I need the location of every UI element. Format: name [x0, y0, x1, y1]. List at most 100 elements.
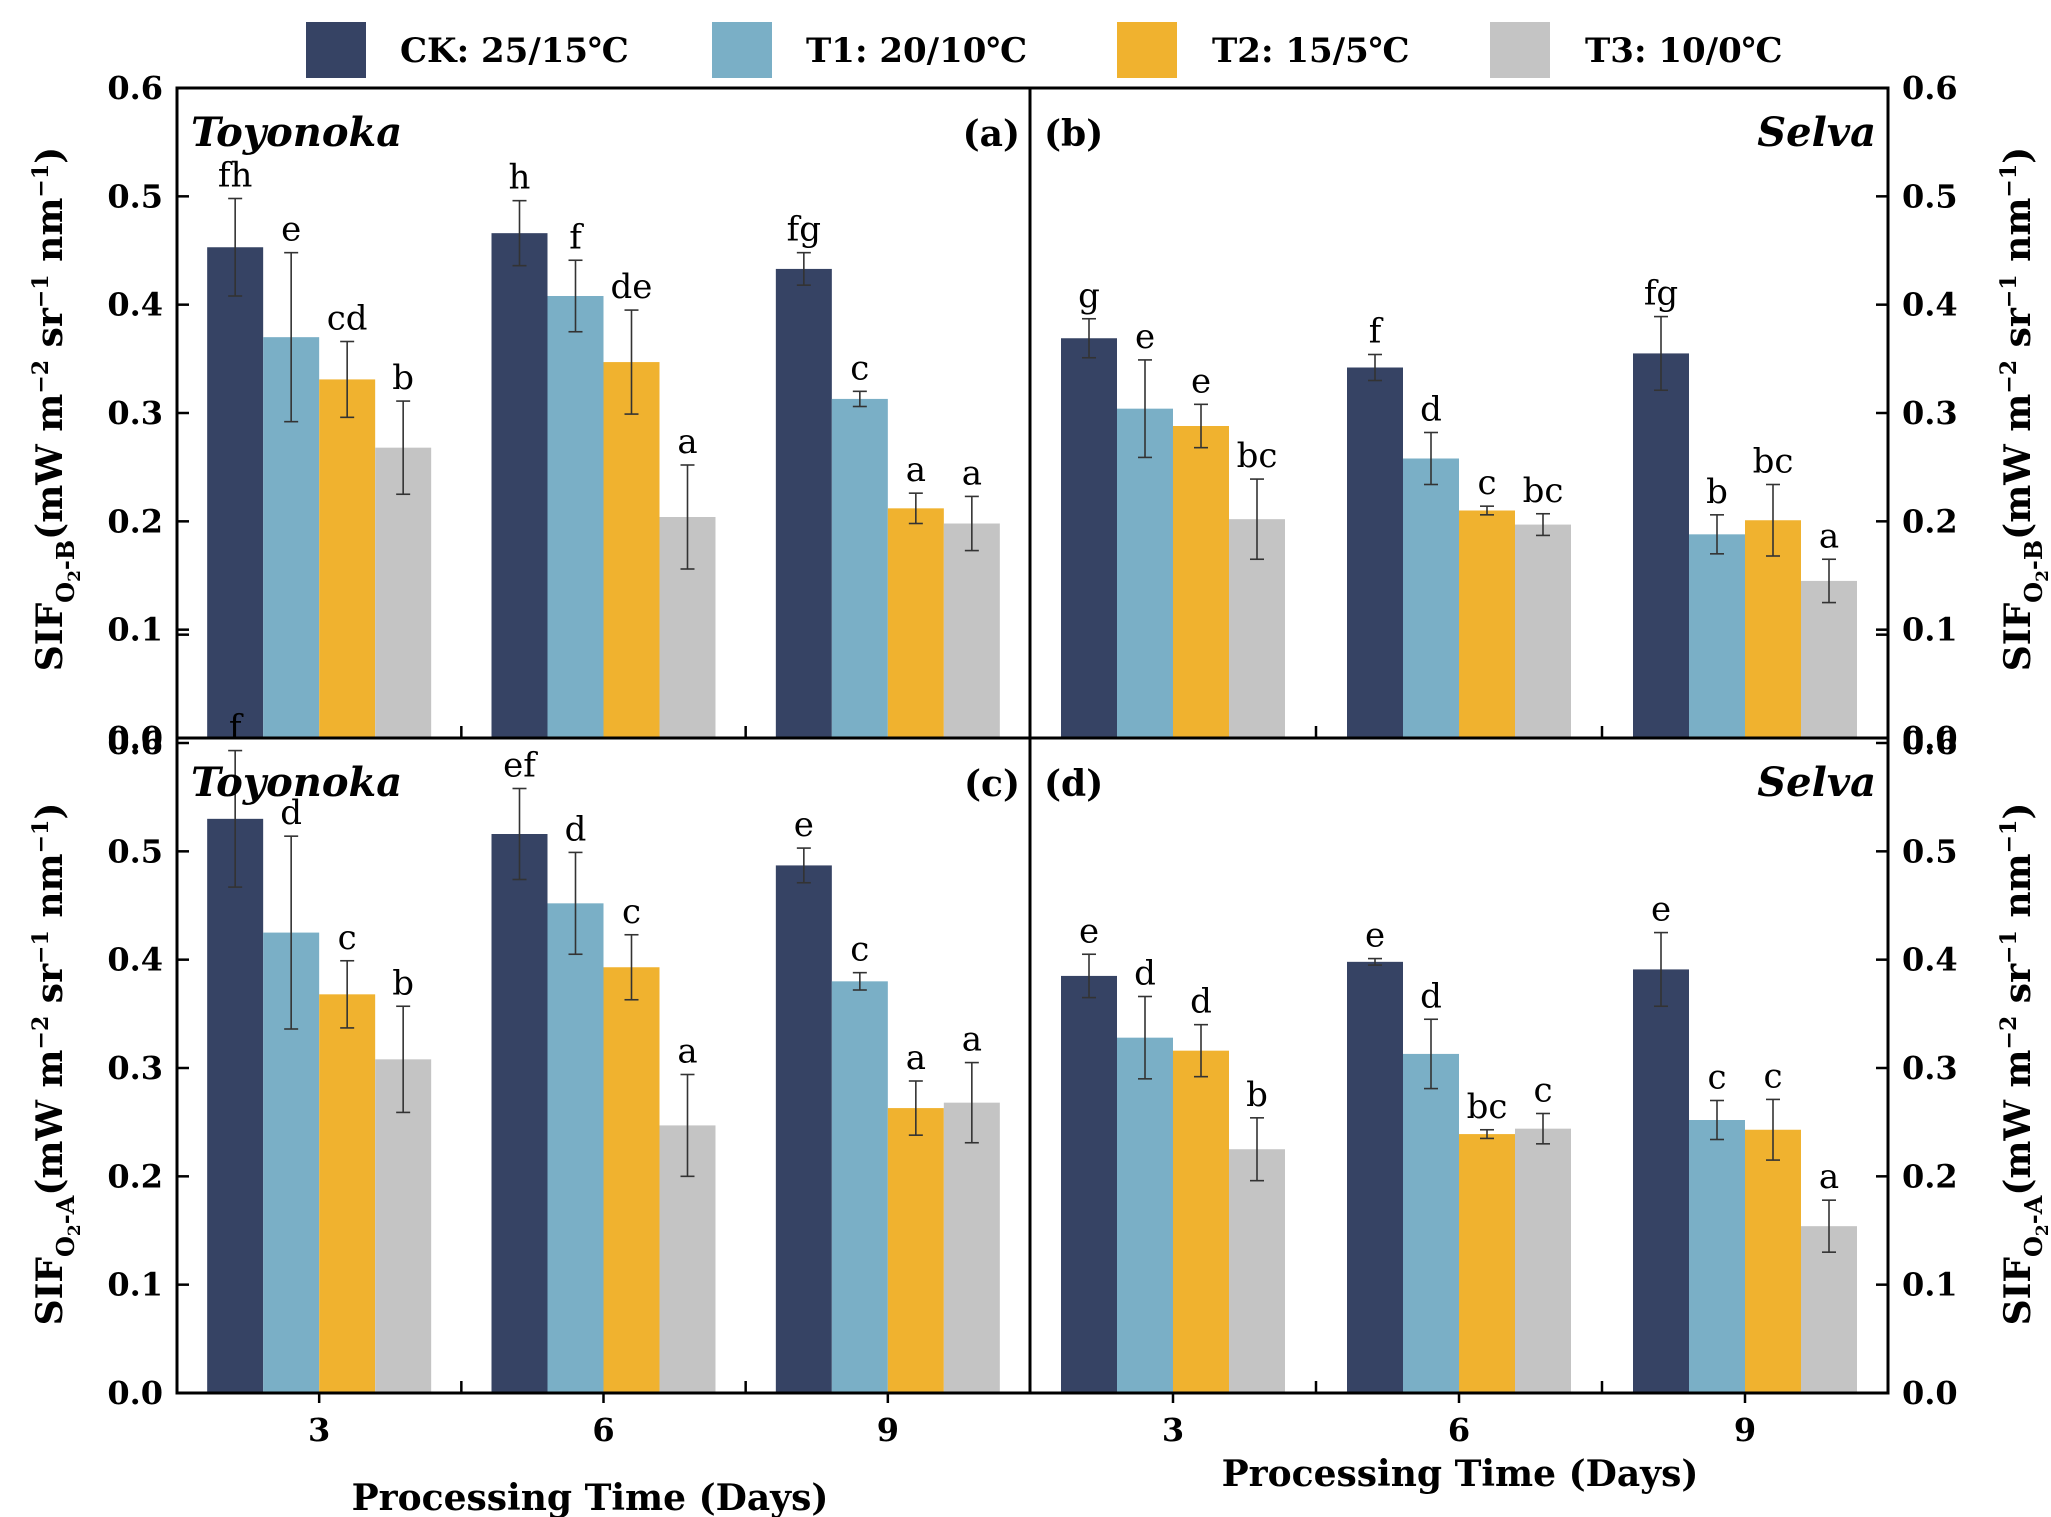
y-tick-label: 0.4 — [107, 941, 163, 979]
bar-t3-day9 — [1801, 1226, 1857, 1393]
y-tick-label: 0.0 — [107, 1374, 163, 1412]
x-axis-title-left: Processing Time (Days) — [352, 1477, 829, 1517]
significance-letter: f — [1369, 312, 1384, 352]
bar-t3-day9 — [1801, 580, 1857, 738]
significance-letter: c — [338, 918, 357, 958]
bar-t2-day6 — [1459, 510, 1515, 738]
bar-t3-day9 — [943, 523, 1000, 738]
panel-tag: (c) — [964, 763, 1020, 805]
x-axis-title-right: Processing Time (Days) — [1222, 1453, 1699, 1495]
significance-letter: c — [850, 348, 869, 388]
significance-letter: e — [1135, 317, 1155, 357]
bar-t3-day3 — [375, 447, 432, 738]
significance-letter: a — [962, 1020, 982, 1060]
y-tick-label: 0.6 — [107, 724, 163, 762]
significance-letter: c — [1533, 1071, 1552, 1111]
significance-letter: bc — [1523, 471, 1564, 511]
bar-ck-day9 — [775, 268, 832, 738]
y-tick-label: 0.1 — [107, 1266, 163, 1304]
panel-tag: (b) — [1044, 113, 1103, 155]
bar-t2-day6 — [1459, 1134, 1515, 1393]
bar-t1-day3 — [1117, 408, 1173, 738]
significance-letter: d — [1134, 954, 1156, 994]
bar-ck-day9 — [1633, 353, 1689, 738]
cultivar-label: Toyonoka — [191, 109, 402, 156]
significance-letter: cd — [327, 299, 368, 339]
bar-t1-day3 — [1117, 1037, 1173, 1393]
significance-letter: c — [850, 930, 869, 970]
y-tick-label: 0.2 — [107, 502, 163, 540]
legend-swatch-ck — [306, 22, 366, 78]
y-tick-label: 0.2 — [1902, 502, 1958, 540]
significance-letter: e — [1365, 916, 1385, 956]
bar-ck-day3 — [1061, 338, 1117, 738]
y-tick-label: 0.3 — [1902, 394, 1958, 432]
significance-letter: b — [1246, 1075, 1268, 1115]
y-axis-title-top-right: SIFO2-B(mW m−2 sr−1 nm−1) — [1996, 147, 2051, 671]
bar-ck-day9 — [775, 865, 832, 1393]
bar-t2-day3 — [1173, 1050, 1229, 1393]
bar-t2-day3 — [319, 994, 376, 1393]
y-tick-label: 0.0 — [1902, 719, 1958, 757]
cultivar-label: Selva — [1757, 109, 1876, 156]
y-axis-title-bottom-left: SIFO2-A(mW m−2 sr−1 nm−1) — [28, 803, 85, 1326]
y-axis-title-top-left: SIFO2-B(mW m−2 sr−1 nm−1) — [28, 147, 85, 671]
significance-letter: a — [906, 450, 926, 490]
x-tick-label: 3 — [308, 1411, 330, 1449]
legend-label-ck: CK: 25/15℃ — [400, 31, 629, 71]
significance-letter: e — [794, 805, 814, 845]
y-tick-label: 0.6 — [1902, 69, 1958, 107]
y-tick-label: 0.2 — [107, 1157, 163, 1195]
bar-t1-day6 — [1403, 458, 1459, 738]
legend-swatch-t1 — [712, 22, 772, 78]
significance-letter: a — [962, 453, 982, 493]
y-tick-label: 0.4 — [1902, 941, 1958, 979]
bar-t1-day6 — [547, 296, 604, 738]
bar-t2-day6 — [603, 362, 660, 738]
y-tick-label: 0.3 — [107, 394, 163, 432]
bar-ck-day3 — [1061, 975, 1117, 1393]
y-tick-label: 0.2 — [1902, 1157, 1958, 1195]
bar-ck-day6 — [1347, 961, 1403, 1393]
bar-t3-day3 — [375, 1059, 432, 1393]
significance-letter: d — [1420, 976, 1442, 1016]
significance-letter: b — [392, 963, 414, 1003]
cultivar-label: Toyonoka — [191, 759, 402, 806]
bar-ck-day6 — [491, 233, 548, 738]
legend-label-t2: T2: 15/5℃ — [1212, 31, 1409, 71]
y-tick-label: 0.1 — [1902, 1266, 1958, 1304]
bar-t2-day9 — [1745, 1129, 1801, 1393]
bar-t1-day9 — [831, 398, 888, 738]
significance-letter: c — [1763, 1056, 1782, 1096]
significance-letter: d — [1420, 390, 1442, 430]
bar-t3-day3 — [1229, 1149, 1285, 1393]
significance-letter: g — [1078, 276, 1100, 316]
significance-letter: bc — [1467, 1087, 1508, 1127]
bar-t1-day9 — [1689, 1120, 1745, 1393]
y-tick-label: 0.0 — [1902, 1374, 1958, 1412]
y-tick-label: 0.6 — [1902, 724, 1958, 762]
plot-frame — [175, 86, 1890, 1395]
x-tick-label: 6 — [592, 1411, 614, 1449]
y-axis-title-bottom-right: SIFO2-A(mW m−2 sr−1 nm−1) — [1996, 803, 2051, 1326]
significance-letter: fg — [1644, 274, 1678, 314]
significance-letter: a — [1819, 516, 1839, 556]
significance-letter: c — [1707, 1058, 1726, 1098]
y-tick-label: 0.3 — [1902, 1049, 1958, 1087]
bar-t1-day6 — [547, 903, 604, 1393]
bar-t1-day6 — [1403, 1053, 1459, 1393]
y-tick-label: 0.4 — [1902, 286, 1958, 324]
y-tick-label: 0.6 — [107, 69, 163, 107]
bar-t2-day3 — [319, 379, 376, 738]
x-tick-label: 9 — [877, 1411, 899, 1449]
bar-ck-day6 — [491, 834, 548, 1393]
significance-letter: bc — [1237, 436, 1278, 476]
significance-letter: b — [1706, 472, 1728, 512]
significance-letter: fh — [218, 156, 252, 196]
bar-t2-day3 — [1173, 426, 1229, 738]
bar-t2-day9 — [887, 508, 944, 738]
significance-letter: a — [1819, 1157, 1839, 1197]
